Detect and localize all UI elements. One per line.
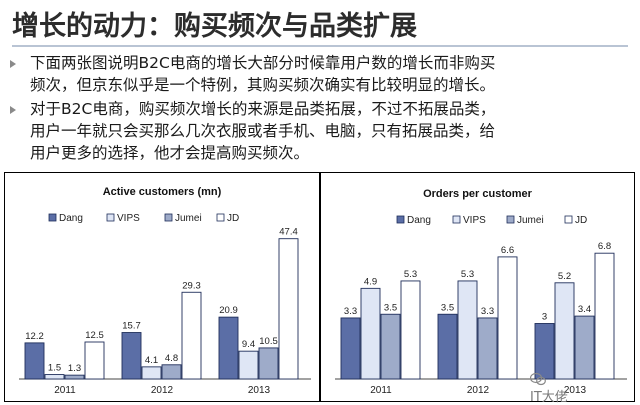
bullet-triangle-icon	[10, 60, 16, 68]
data-label-jd-2013: 6.8	[598, 241, 611, 252]
bar-dang-2012	[121, 332, 142, 380]
legend-label-vips: VIPS	[117, 213, 140, 224]
data-label-jd-2011: 12.5	[85, 330, 104, 341]
bar-vips-2011	[44, 374, 65, 380]
x-tick-2012: 2012	[151, 385, 174, 396]
legend-swatch-jumei	[164, 213, 173, 222]
data-label-dang-2011: 12.2	[25, 331, 44, 342]
bar-dang-2011	[24, 342, 45, 380]
data-label-vips-2013: 9.4	[242, 339, 255, 350]
data-label-dang-2011: 3.3	[344, 306, 357, 317]
legend-label-jd: JD	[227, 213, 239, 224]
data-label-jumei-2012: 3.3	[481, 306, 494, 317]
bar-vips-2011	[360, 287, 381, 380]
legend-swatch-dang	[396, 215, 405, 224]
bullet-2-line-2: 用户一年就只会买那么几次衣服或者手机、电脑，只有拓展品类，给	[30, 122, 496, 140]
legend-swatch-jumei	[506, 215, 515, 224]
watermark: IT大佬	[530, 372, 568, 405]
x-tick-2013: 2013	[248, 385, 271, 396]
data-label-dang-2012: 15.7	[122, 321, 141, 332]
legend-label-jd: JD	[575, 215, 587, 226]
title-divider	[12, 45, 628, 47]
bar-dang-2013	[218, 316, 239, 380]
legend-swatch-vips	[106, 213, 115, 222]
bullet-2-line-1: 对于B2C电商，购买频次增长的来源是品类拓展，不过不拓展品类，	[30, 100, 496, 118]
bar-jumei-2013	[258, 347, 279, 380]
bullet-1-line-2: 频次，但京东似乎是一个特例，其购买频次确实有比较明显的增长。	[30, 76, 496, 94]
bar-jd-2011	[84, 341, 105, 380]
bullet-2: 对于B2C电商，购买频次增长的来源是品类拓展，不过不拓展品类， 用户一年就只会买…	[10, 98, 600, 164]
bar-dang-2012	[437, 313, 458, 380]
bar-dang-2011	[340, 317, 361, 380]
bar-vips-2013	[554, 282, 575, 380]
legend-swatch-vips	[452, 215, 461, 224]
chart-active-customers: Active customers (mn) Dang VIPS Jumei JD 12.2…	[19, 186, 311, 396]
data-label-vips-2011: 1.5	[48, 363, 61, 374]
data-label-jumei-2012: 4.8	[165, 353, 178, 364]
bar-jd-2013	[278, 238, 299, 380]
data-label-jd-2012: 29.3	[182, 280, 201, 291]
legend-label-dang: Dang	[59, 213, 83, 224]
wechat-icon	[530, 372, 546, 386]
bar-vips-2012	[141, 366, 162, 380]
chart-title: Active customers (mn)	[103, 186, 222, 198]
x-tick-2011: 2011	[370, 385, 392, 396]
bar-jd-2011	[400, 280, 421, 380]
data-label-jumei-2011: 3.5	[384, 302, 397, 313]
watermark-text: IT大佬	[530, 390, 568, 405]
bar-jumei-2011	[64, 374, 85, 380]
x-tick-2013: 2013	[564, 385, 587, 396]
chart-orders-per-customer: Orders per customer Dang VIPS Jumei JD 3.3 4.9…	[335, 188, 627, 396]
data-label-vips-2012: 4.1	[145, 355, 158, 366]
legend-label-vips: VIPS	[463, 215, 486, 226]
legend-label-jumei: Jumei	[175, 213, 202, 224]
bullet-triangle-icon	[10, 106, 16, 114]
data-label-jumei-2013: 3.4	[578, 304, 591, 315]
chart-frame-active-customers: Active customers (mn) Dang VIPS Jumei JD 12.2…	[4, 172, 320, 402]
x-tick-2012: 2012	[467, 385, 490, 396]
data-label-jd-2013: 47.4	[279, 227, 298, 238]
slide-title: 增长的动力：购买频次与品类扩展	[12, 11, 417, 42]
bar-jd-2012	[497, 256, 518, 380]
data-label-jumei-2011: 1.3	[68, 363, 81, 374]
data-label-dang-2013: 20.9	[219, 305, 238, 316]
bar-jumei-2011	[380, 313, 401, 380]
x-tick-2011: 2011	[54, 385, 76, 396]
legend-swatch-dang	[48, 213, 57, 222]
data-label-jumei-2013: 10.5	[259, 336, 278, 347]
bar-jumei-2012	[161, 364, 182, 380]
bullet-2-line-3: 用户更多的选择，他才会提高购买频次。	[30, 144, 310, 162]
bar-jumei-2012	[477, 317, 498, 380]
data-label-dang-2012: 3.5	[441, 302, 454, 313]
bar-vips-2013	[238, 350, 259, 380]
data-label-vips-2011: 4.9	[364, 276, 377, 287]
bullet-1-line-1: 下面两张图说明B2C电商的增长大部分时候靠用户数的增长而非购买	[30, 54, 496, 72]
bar-vips-2012	[457, 280, 478, 380]
bar-jd-2013	[594, 252, 615, 380]
data-label-vips-2013: 5.2	[558, 271, 571, 282]
legend-label-dang: Dang	[407, 215, 431, 226]
chart-title: Orders per customer	[423, 188, 533, 200]
bar-dang-2013	[534, 323, 555, 380]
legend-label-jumei: Jumei	[517, 215, 544, 226]
legend-swatch-jd	[564, 215, 573, 224]
data-label-jd-2011: 5.3	[404, 269, 417, 280]
bullet-1: 下面两张图说明B2C电商的增长大部分时候靠用户数的增长而非购买 频次，但京东似乎…	[10, 52, 600, 96]
data-label-dang-2013: 3	[542, 312, 547, 323]
bar-jumei-2013	[574, 315, 595, 380]
legend-swatch-jd	[216, 213, 225, 222]
data-label-vips-2012: 5.3	[461, 269, 474, 280]
bar-jd-2012	[181, 291, 202, 380]
chart-frame-orders-per-customer: Orders per customer Dang VIPS Jumei JD 3.3 4.9…	[320, 172, 635, 402]
data-label-jd-2012: 6.6	[501, 245, 514, 256]
